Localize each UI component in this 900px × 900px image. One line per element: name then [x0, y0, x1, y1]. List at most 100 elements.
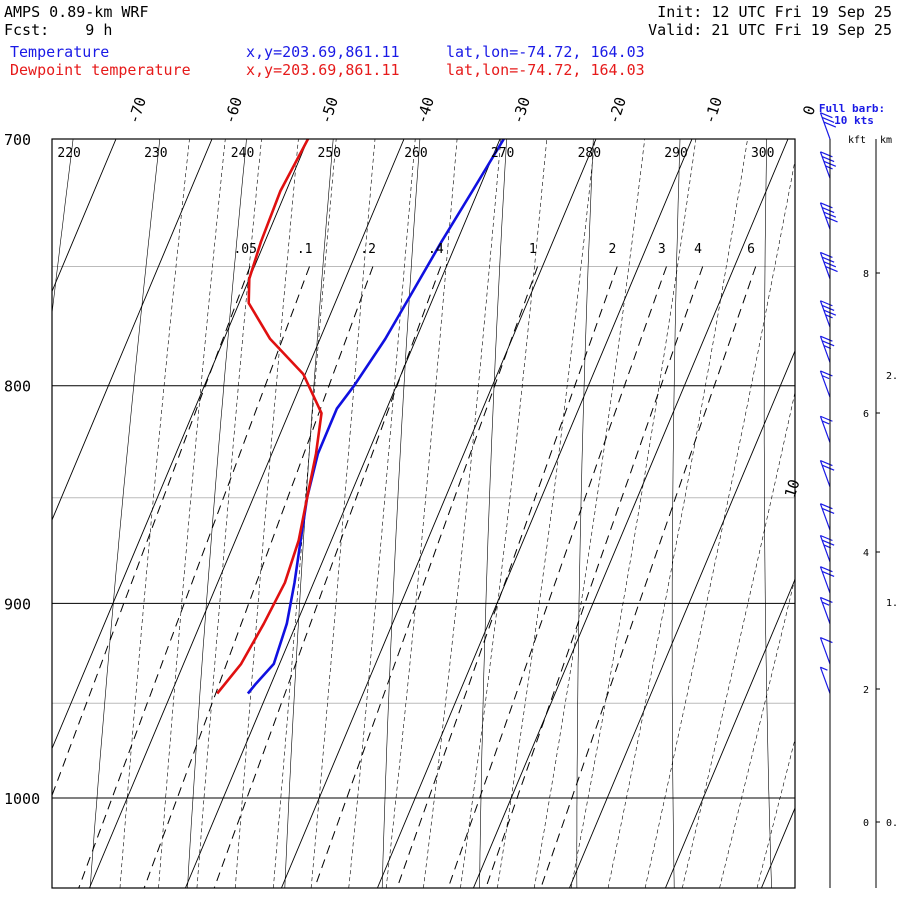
isotherm — [89, 139, 405, 888]
isotherm — [281, 139, 597, 888]
moist-adiabat — [385, 139, 458, 888]
mixing-ratio-label: 3 — [658, 242, 666, 257]
isotherm — [185, 139, 501, 888]
temperature-latlon: lat,lon=-74.72, 164.03 — [446, 43, 645, 61]
mixing-ratio-line — [540, 266, 757, 888]
mixing-ratio-line — [314, 266, 539, 888]
moist-adiabat — [196, 139, 262, 888]
moist-adiabat — [794, 885, 795, 888]
theta-label: 240 — [231, 146, 254, 161]
wind-barb — [819, 300, 837, 328]
valid-time: Valid: 21 UTC Fri 19 Sep 25 — [648, 21, 892, 39]
wind-barb — [819, 503, 835, 531]
theta-label: 270 — [491, 146, 514, 161]
dry-adiabat — [763, 139, 772, 888]
km-tick-label: 0. — [886, 818, 898, 829]
moist-adiabat — [348, 139, 416, 888]
mixing-ratio-line — [396, 266, 618, 888]
moist-adiabat — [460, 139, 548, 888]
isotherm-label: -70 — [124, 95, 149, 126]
moist-adiabat — [570, 139, 697, 888]
mixing-ratio-line — [447, 266, 667, 888]
init-time: Init: 12 UTC Fri 19 Sep 25 — [657, 3, 892, 21]
moist-adiabat — [273, 139, 337, 888]
kft-axis-label: kft — [848, 135, 866, 146]
isotherm — [0, 139, 20, 888]
dry-adiabat — [52, 139, 74, 316]
isotherm — [857, 139, 900, 888]
isotherm — [665, 578, 795, 888]
wind-barb — [819, 534, 835, 563]
isotherm-label: -50 — [316, 95, 341, 126]
theta-label: 260 — [404, 146, 427, 161]
mixing-ratio-line — [78, 266, 310, 888]
theta-label: 290 — [664, 146, 687, 161]
pressure-tick-label: 900 — [4, 595, 31, 613]
wind-barb — [819, 566, 835, 594]
theta-label: 220 — [57, 146, 80, 161]
isotherm-label: -40 — [412, 95, 437, 126]
isotherm — [569, 349, 795, 888]
kft-tick-label: 4 — [863, 548, 869, 559]
isotherm-label: -10 — [700, 95, 725, 126]
moist-adiabat — [870, 139, 900, 888]
mixing-ratio-label: .4 — [428, 242, 444, 257]
mixing-ratio-line — [143, 266, 374, 888]
mixing-ratio-label: 2 — [609, 242, 617, 257]
moist-adiabat — [719, 576, 795, 888]
mixing-ratio-line — [485, 266, 704, 888]
moist-adiabat — [310, 139, 376, 888]
pressure-tick-label: 800 — [4, 378, 31, 396]
kft-tick-label: 6 — [863, 409, 869, 420]
theta-label: 300 — [751, 146, 774, 161]
dewpoint-xy: x,y=203.69,861.11 — [246, 61, 400, 79]
pressure-tick-label: 1000 — [4, 790, 40, 808]
kft-tick-label: 2 — [863, 685, 869, 696]
isotherm-label: 10 — [781, 477, 804, 500]
wind-barb — [819, 370, 833, 398]
kft-tick-label: 8 — [863, 269, 869, 280]
isotherm-label: 0 — [799, 103, 819, 117]
km-axis-label: km — [880, 135, 892, 146]
wind-barb — [819, 335, 835, 363]
wind-barb — [819, 112, 837, 140]
dry-adiabat — [381, 139, 421, 888]
dewpoint-profile — [216, 139, 323, 695]
moist-adiabat — [681, 391, 795, 888]
forecast-hour: Fcst: 9 h — [4, 21, 113, 39]
isotherm-label: -20 — [604, 95, 629, 126]
moist-adiabat — [423, 139, 502, 888]
wind-legend-line1: Full barb: — [819, 102, 885, 115]
isotherm-label: -30 — [508, 95, 533, 126]
isotherm — [52, 139, 213, 522]
isotherm-label: -60 — [220, 95, 245, 126]
dry-adiabat — [853, 139, 869, 888]
theta-label: 250 — [318, 146, 341, 161]
moist-adiabat — [119, 139, 190, 888]
moist-adiabat — [607, 139, 748, 888]
moist-adiabat — [234, 139, 299, 888]
dewpoint-legend-label: Dewpoint temperature — [10, 61, 191, 79]
dry-adiabat — [671, 139, 681, 888]
wind-barb — [819, 596, 833, 624]
wind-barb — [819, 415, 833, 443]
wind-barb — [819, 637, 833, 665]
isotherm — [52, 139, 117, 293]
dry-adiabat — [89, 139, 161, 888]
wind-barb — [819, 666, 831, 694]
theta-label: 230 — [144, 146, 167, 161]
wind-barb — [819, 151, 837, 179]
moist-adiabat — [832, 139, 900, 888]
temperature-xy: x,y=203.69,861.11 — [246, 43, 400, 61]
wind-barb — [819, 459, 835, 488]
temperature-profile — [246, 139, 505, 695]
isotherm — [377, 139, 693, 888]
mixing-ratio-line — [213, 266, 442, 888]
mixing-ratio-label: .1 — [297, 242, 313, 257]
wind-barb — [819, 251, 838, 279]
moist-adiabat — [497, 139, 596, 888]
mixing-ratio-label: .2 — [360, 242, 376, 257]
isotherm — [473, 139, 789, 888]
wind-legend-line2: 10 kts — [834, 114, 874, 127]
